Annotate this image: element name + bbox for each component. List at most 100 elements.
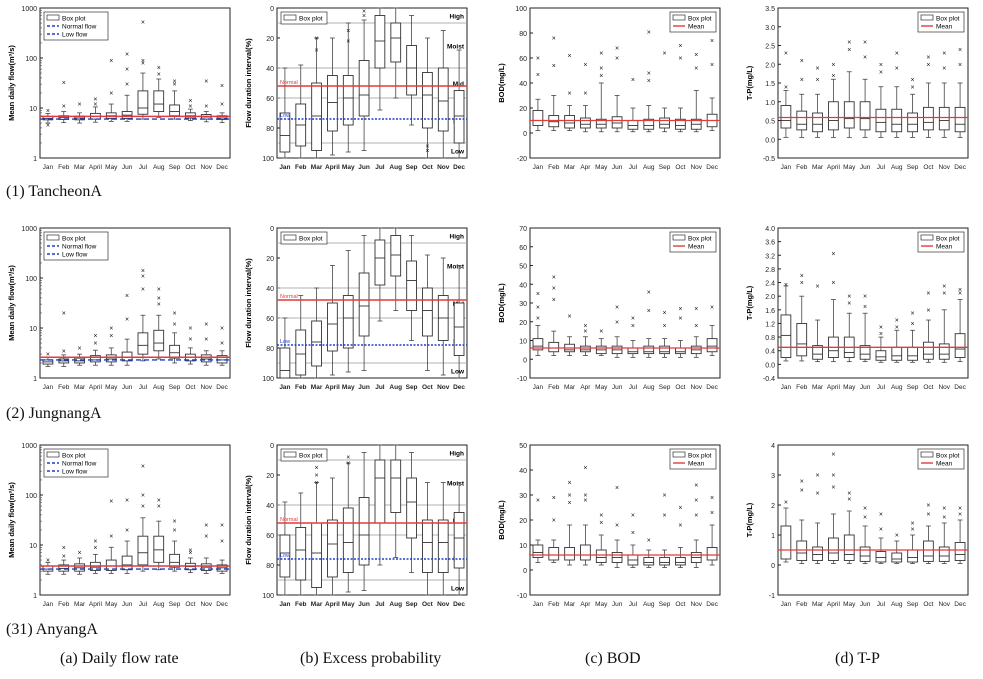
outlier-marker: × (315, 473, 319, 480)
outlier-marker: × (173, 310, 177, 317)
outlier-marker: × (784, 282, 788, 289)
x-tick-label: April (325, 601, 340, 608)
box-Sep: ×× (907, 77, 918, 138)
outlier-marker: × (694, 52, 698, 59)
box-Aug: ×× (153, 65, 165, 118)
x-tick-label: Nov (437, 601, 450, 608)
outlier-marker: × (615, 56, 619, 63)
outlier-marker: × (552, 518, 556, 525)
outlier-marker: × (678, 523, 682, 530)
x-tick-label: Aug (389, 601, 402, 608)
outlier-marker: × (694, 306, 698, 313)
x-tick-label: Mar (74, 164, 86, 171)
outlier-marker: × (78, 345, 82, 352)
box-Jun: ×× (611, 46, 623, 133)
zone-label: Low (451, 369, 465, 376)
outlier-marker: × (583, 323, 587, 330)
x-tick-label: April (89, 384, 103, 391)
zone-label: Moist (447, 481, 465, 488)
box-Jan: × × × (532, 291, 544, 356)
chart-svg: -20 0 20 40 60 80 100 BOD(mg/L) Jan Feb Mar Apr May J… (497, 6, 721, 171)
box-Apr: ×× (580, 62, 591, 133)
outlier-marker: × (710, 62, 714, 69)
y-tick-label: 40 (519, 282, 527, 289)
box-Jul: ×× (875, 324, 887, 363)
box-April: ×× (90, 333, 101, 366)
chart-svg: -1 0 1 2 3 4 T-P(mg/L) Jan Feb Mar April May Jun Jul A… (745, 443, 969, 608)
y-tick-label: 100 (262, 376, 274, 383)
box-Nov: ×× (200, 322, 212, 366)
box-body (327, 519, 338, 578)
legend-swatch-box (283, 234, 297, 241)
box-body (595, 118, 607, 129)
x-tick-label: Nov (938, 164, 950, 171)
box-Feb (295, 64, 307, 159)
box-Oct: ×× (923, 54, 934, 138)
box-Jun: × × × (121, 52, 133, 122)
outlier-marker: × (125, 52, 129, 59)
x-tick-label: Jul (629, 384, 638, 391)
box-body (358, 272, 370, 337)
outlier-marker: × (315, 465, 319, 472)
outlier-marker: × (583, 91, 587, 98)
y-tick-label: 10 (519, 339, 527, 346)
outlier-marker: × (552, 63, 556, 70)
legend-label: Box plot (936, 16, 960, 23)
plot-frame (529, 227, 721, 379)
outlier-marker: × (784, 51, 788, 58)
y-tick-label: 20 (266, 256, 274, 263)
box-body (279, 112, 291, 153)
x-tick-label: Apr (580, 164, 591, 171)
x-tick-label: Oct (923, 601, 933, 608)
outlier-marker: × (831, 473, 835, 480)
x-tick-label: Oct (923, 164, 933, 171)
outlier-marker: × (220, 539, 224, 546)
x-tick-label: May (843, 601, 856, 608)
outlier-marker: × (568, 91, 572, 98)
y-tick-label: 60 (266, 96, 274, 103)
y-tick-label: 1.0 (765, 100, 775, 107)
zone-label: Moist (447, 44, 465, 51)
box-body (891, 108, 903, 133)
box-Dec: ×× (216, 523, 228, 574)
chart-svg: 0 20 40 60 80 100 Flow duration interval(%) Jan… (244, 443, 468, 608)
outlier-marker: × (583, 498, 587, 505)
outlier-marker: × (831, 251, 835, 258)
outlier-marker: × (62, 310, 66, 317)
row-label-tancheon: (1) TancheonA (6, 183, 102, 200)
chart-JungnangA-BOD: -10 0 10 20 30 40 50 60 70 BOD(mg/L) Jan Feb Mar Apr M… (494, 226, 728, 406)
y-axis-label: BOD(mg/L) (497, 500, 506, 540)
x-tick-label: Aug (643, 164, 655, 171)
outlier-marker: × (942, 515, 946, 522)
legend-label: Mean (936, 461, 953, 468)
x-tick-label: Jan (781, 601, 792, 608)
x-tick-label: April (325, 164, 340, 171)
x-tick-label: Jan (781, 384, 792, 391)
outlier-marker: × (879, 69, 883, 76)
x-tick-label: Oct (185, 384, 195, 391)
low-line-label: Low (280, 113, 290, 119)
x-tick-label: Dec (706, 164, 718, 171)
outlier-marker: × (831, 280, 835, 287)
x-tick-label: Sep (406, 601, 418, 608)
box-Jun: ×× (358, 9, 370, 151)
x-tick-label: Dec (216, 384, 228, 391)
outlier-marker: × (568, 493, 572, 500)
outlier-marker: × (62, 554, 66, 561)
legend-swatch-box (672, 234, 686, 241)
box-Oct: ×× (675, 505, 686, 568)
box-body (812, 546, 823, 561)
outlier-marker: × (816, 473, 820, 480)
outlier-marker: × (942, 51, 946, 58)
y-tick-label: 3.2 (765, 253, 775, 260)
x-tick-label: Oct (422, 164, 434, 171)
y-axis-label: BOD(mg/L) (497, 63, 506, 103)
plot-frame (276, 444, 468, 596)
y-tick-label: 100 (25, 493, 37, 500)
box-body (580, 117, 591, 129)
legend-label: Low flow (62, 252, 88, 259)
box-Oct (422, 254, 433, 371)
